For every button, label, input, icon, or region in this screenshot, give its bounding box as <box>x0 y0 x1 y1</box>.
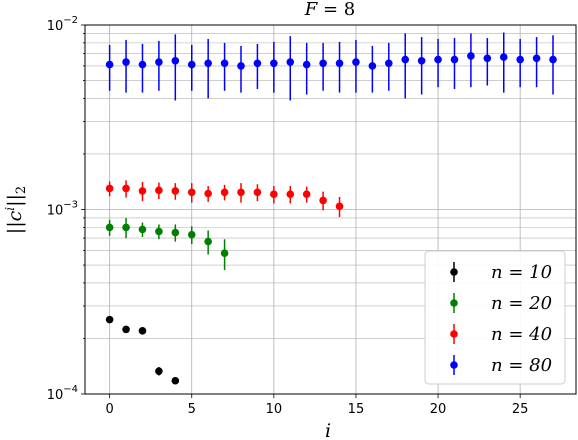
chart-title: F = 8 <box>304 0 355 20</box>
data-point <box>204 237 212 246</box>
legend-marker <box>450 299 458 307</box>
data-point <box>155 367 163 375</box>
data-point <box>532 54 541 63</box>
data-point <box>105 60 114 69</box>
data-point <box>549 55 557 64</box>
data-point <box>499 53 508 61</box>
data-point <box>138 327 147 335</box>
y-tick-label: 10−4 <box>47 384 78 403</box>
data-point <box>187 188 196 197</box>
data-point <box>253 188 262 197</box>
legend-label: n = 40 <box>491 324 552 345</box>
data-point <box>270 190 278 199</box>
x-tick-label: 15 <box>348 402 365 417</box>
data-point <box>319 196 327 205</box>
data-point <box>286 58 295 66</box>
data-point <box>171 187 180 195</box>
x-tick-label: 10 <box>266 402 283 417</box>
data-point <box>319 59 327 68</box>
y-tick-label: 10−2 <box>47 15 78 34</box>
data-point <box>187 230 196 239</box>
data-point <box>401 55 410 64</box>
legend-box <box>424 250 566 385</box>
x-tick-label: 5 <box>188 402 196 417</box>
y-tick-label: 10−3 <box>47 200 78 219</box>
data-point <box>105 315 114 324</box>
data-point <box>352 58 360 66</box>
series-layer <box>105 32 557 385</box>
y-tick-base: 10 <box>47 388 64 403</box>
data-point <box>237 62 245 70</box>
data-point <box>204 59 212 68</box>
legend-marker <box>450 361 458 369</box>
legend-label: n = 10 <box>491 262 552 283</box>
data-point <box>270 59 278 68</box>
y-tick-exponent: −2 <box>63 15 78 26</box>
data-point <box>122 223 130 232</box>
data-point <box>368 62 377 70</box>
data-point <box>417 56 426 65</box>
x-tick-label: 0 <box>105 402 113 417</box>
data-point <box>483 54 492 63</box>
data-point <box>155 227 163 236</box>
data-point <box>138 225 147 234</box>
data-point <box>384 59 393 68</box>
legend-marker <box>450 330 458 338</box>
legend: n = 10 n = 20 n = 40 n = 80 <box>424 250 566 385</box>
legend-label: n = 20 <box>491 293 552 314</box>
series-0 <box>105 315 180 385</box>
data-point <box>335 59 344 68</box>
data-point <box>220 249 229 257</box>
x-axis-label: i <box>325 420 331 440</box>
y-tick-exponent: −3 <box>63 200 78 211</box>
data-point <box>220 59 229 68</box>
data-point <box>220 188 229 197</box>
data-point <box>105 184 114 193</box>
data-point <box>122 325 130 334</box>
series-3 <box>105 32 557 101</box>
data-point <box>105 223 114 232</box>
data-point <box>138 60 147 69</box>
data-point <box>122 58 130 66</box>
series-2 <box>105 180 344 218</box>
data-point <box>171 376 180 385</box>
y-axis-label: ||ci||2 <box>3 186 29 234</box>
data-point <box>302 190 311 199</box>
data-point <box>516 55 524 64</box>
title-rest: = 8 <box>317 0 355 20</box>
legend-label: n = 80 <box>491 355 552 376</box>
y-tick-base: 10 <box>47 204 64 219</box>
data-point <box>434 55 442 64</box>
data-point <box>171 56 180 65</box>
series-1 <box>105 217 229 270</box>
data-point <box>138 187 147 195</box>
data-point <box>171 228 180 237</box>
data-point <box>450 55 459 64</box>
title-symbol: F <box>304 0 319 20</box>
legend-marker <box>450 268 458 276</box>
y-tick-exponent: −4 <box>63 384 78 395</box>
data-point <box>204 189 212 198</box>
data-point <box>155 58 163 66</box>
y-tick-base: 10 <box>47 19 64 34</box>
data-point <box>286 190 295 199</box>
data-point <box>253 59 262 68</box>
data-point <box>122 184 130 193</box>
x-tick-label: 20 <box>430 402 447 417</box>
data-point <box>467 52 475 60</box>
data-point <box>302 60 311 69</box>
data-point <box>237 188 245 197</box>
x-tick-label: 25 <box>512 402 529 417</box>
data-point <box>187 60 196 69</box>
data-point <box>155 186 163 195</box>
data-point <box>335 202 344 211</box>
